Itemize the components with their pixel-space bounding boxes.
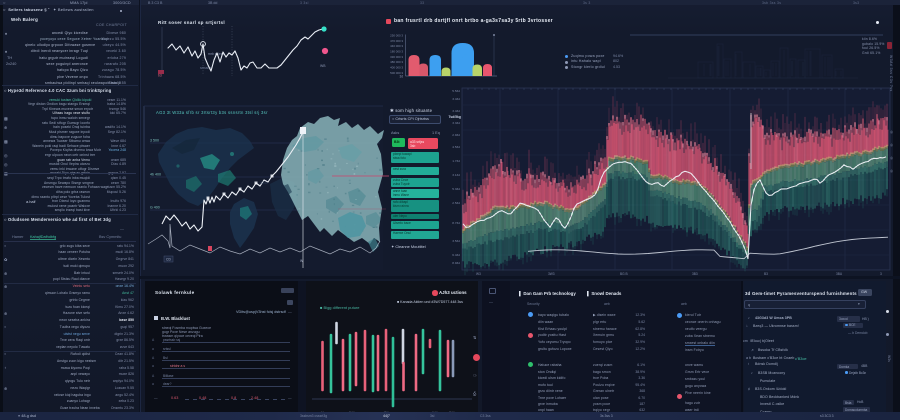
svg-text:4b 400: 4b 400 <box>150 173 161 177</box>
svg-text:W: W <box>300 259 304 263</box>
svg-text:480 000 3: 480 000 3 <box>390 60 403 64</box>
svg-text:433a: 433a <box>260 181 268 185</box>
svg-text:W3: W3 <box>476 272 481 276</box>
svg-text:Ritt soser snarl sp srtjsrtsl: Ritt soser snarl sp srtjsrtsl <box>158 20 225 25</box>
svg-text:3.13d: 3.13d <box>452 173 460 177</box>
svg-text:smssll sl: smssll sl <box>200 66 212 70</box>
svg-text:B3: B3 <box>764 272 768 276</box>
svg-text:3.33d: 3.33d <box>452 121 460 125</box>
svg-text:3 500: 3 500 <box>150 139 159 143</box>
svg-text:8.73d: 8.73d <box>452 221 460 225</box>
svg-text:3.43d: 3.43d <box>452 97 460 101</box>
svg-text:180 000 3: 180 000 3 <box>390 50 403 54</box>
svg-text:3.53d: 3.53d <box>452 239 460 243</box>
svg-text:1.73d: 1.73d <box>452 159 460 163</box>
svg-text:CD: CD <box>166 258 171 262</box>
svg-text:440 000 3: 440 000 3 <box>390 44 403 48</box>
svg-text:BG B: BG B <box>620 272 628 276</box>
svg-text:470 000 3: 470 000 3 <box>390 39 403 43</box>
svg-text:500 000 3: 500 000 3 <box>390 71 403 75</box>
svg-text:b3: b3 <box>158 74 162 78</box>
svg-text:6.43d: 6.43d <box>452 253 460 257</box>
svg-text:5.33d: 5.33d <box>452 187 460 191</box>
svg-text:3B3: 3B3 <box>692 272 698 276</box>
svg-text:8.93d: 8.93d <box>452 261 460 265</box>
svg-text:2.53d: 2.53d <box>452 201 460 205</box>
svg-text:330 000 3: 330 000 3 <box>390 55 403 59</box>
svg-text:AG3 3t W33a sfrb sr 3rtsrt3y b: AG3 3t W33a sfrb sr 3rtsrt3y b3s ssnsrtn… <box>156 110 268 115</box>
svg-text:3W3: 3W3 <box>548 272 555 276</box>
svg-text:3: 3 <box>880 272 882 276</box>
svg-text:3BU: 3BU <box>836 272 843 276</box>
svg-text:3d: 3d <box>399 74 403 78</box>
svg-text:2.93d: 2.93d <box>452 133 460 137</box>
svg-text:400 000 3: 400 000 3 <box>390 66 403 70</box>
svg-text:G 400: G 400 <box>150 206 160 210</box>
svg-text:Tsd/5kg: Tsd/5kg <box>448 115 461 119</box>
svg-text:WB: WB <box>320 64 326 68</box>
svg-text:250 000 3: 250 000 3 <box>390 34 403 38</box>
svg-text:4.53d: 4.53d <box>452 145 460 149</box>
svg-text:5.53d: 5.53d <box>452 89 460 93</box>
svg-text:3.43d: 3.43d <box>452 109 460 113</box>
